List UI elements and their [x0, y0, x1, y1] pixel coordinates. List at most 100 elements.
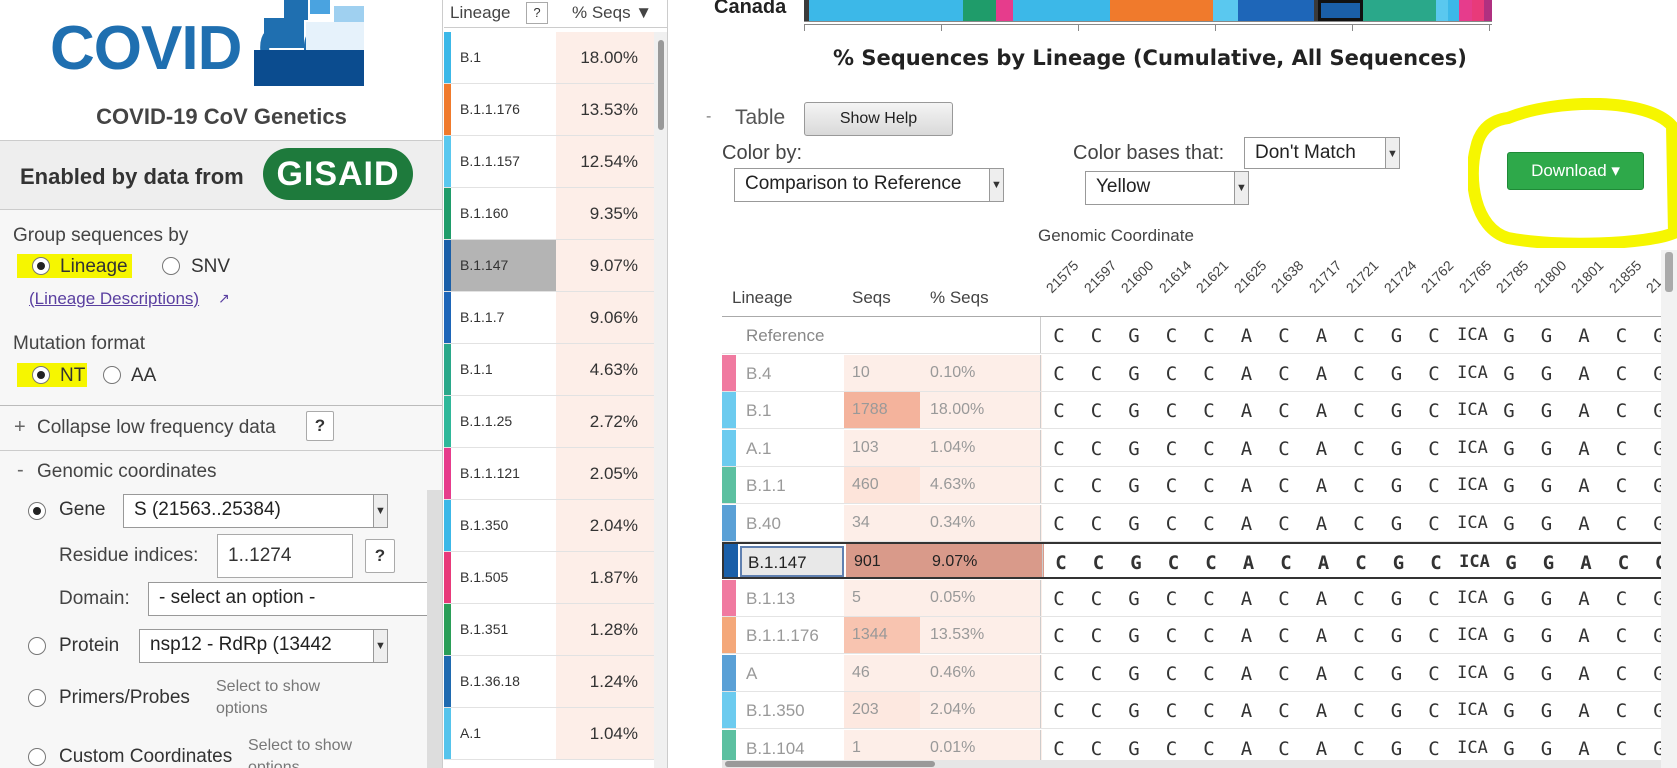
lineage-bar-segment[interactable] [804, 0, 809, 21]
table-horizontal-scrollbar[interactable] [722, 760, 1661, 768]
base-cell[interactable]: A [1578, 325, 1590, 347]
base-cell[interactable]: C [1203, 512, 1215, 535]
base-cell[interactable]: G [1503, 475, 1515, 497]
base-cell[interactable]: C [1090, 587, 1103, 610]
base-cell[interactable]: C [1053, 700, 1065, 722]
position-label[interactable]: 21801 [1567, 257, 1607, 296]
base-cell[interactable]: A [1578, 662, 1590, 685]
base-cell[interactable]: C [1165, 400, 1178, 422]
base-cell[interactable]: C [1428, 587, 1440, 610]
base-cell[interactable]: ICA [1457, 475, 1488, 495]
base-cell[interactable]: G [1128, 512, 1140, 535]
table-col-seqs[interactable]: Seqs [852, 288, 891, 307]
base-cell[interactable]: G [1390, 400, 1403, 422]
lineage-list-scroll-thumb[interactable] [658, 40, 664, 130]
gisaid-logo[interactable]: GISAID [263, 148, 413, 200]
base-cell[interactable]: C [1353, 475, 1365, 497]
table-vertical-scrollbar[interactable] [1661, 250, 1677, 768]
base-cell[interactable]: G [1540, 400, 1553, 422]
base-cell[interactable]: A [1315, 437, 1328, 460]
lineage-bar-segment[interactable] [1318, 0, 1363, 21]
base-cell[interactable]: C [1428, 625, 1440, 647]
base-cell[interactable]: A [1240, 362, 1253, 385]
base-cell[interactable]: A [1315, 325, 1328, 347]
base-cell[interactable]: G [1390, 437, 1403, 460]
lineage-column-header[interactable]: Lineage [450, 3, 511, 22]
base-cell[interactable]: C [1278, 512, 1290, 535]
base-cell[interactable]: G [1540, 737, 1553, 760]
table-row[interactable]: B.1.1 460 4.63% C C G C C A C A C G C ICA G G A C G [722, 467, 1677, 504]
base-cell[interactable]: C [1203, 325, 1215, 347]
base-cell[interactable]: G [1542, 552, 1555, 574]
base-cell[interactable]: C [1165, 437, 1178, 460]
base-cell[interactable]: G [1128, 662, 1140, 685]
base-cell[interactable]: G [1128, 437, 1140, 460]
base-cell[interactable]: G [1128, 737, 1140, 760]
base-cell[interactable]: A [1315, 737, 1328, 760]
position-label[interactable]: 21638 [1267, 257, 1307, 296]
base-cell[interactable]: G [1390, 512, 1403, 535]
base-color-select[interactable]: Yellow ▼ [1085, 171, 1249, 205]
base-cell[interactable]: G [1653, 400, 1665, 422]
lineage-bar-segment[interactable] [1013, 0, 1110, 21]
base-cell[interactable]: A [1315, 662, 1328, 685]
table-vertical-scroll-thumb[interactable] [1665, 252, 1673, 292]
base-cell[interactable]: G [1505, 552, 1517, 574]
primers-radio[interactable] [28, 689, 46, 707]
base-cell[interactable]: A [1240, 400, 1253, 422]
base-cell[interactable]: C [1278, 400, 1290, 422]
base-cell[interactable]: C [1615, 625, 1628, 647]
residue-indices-input[interactable]: 1..1274 [217, 534, 353, 578]
base-cell[interactable]: C [1165, 362, 1178, 385]
base-cell[interactable]: C [1203, 662, 1215, 685]
base-cell[interactable]: A [1240, 662, 1253, 685]
lineage-list-item[interactable]: B.1.1.121 2.05% [444, 448, 654, 500]
base-cell[interactable]: G [1392, 552, 1405, 574]
base-cell[interactable]: C [1280, 552, 1292, 574]
position-label[interactable]: 21717 [1305, 257, 1345, 296]
base-cell[interactable]: C [1428, 475, 1440, 497]
base-cell[interactable]: C [1278, 625, 1290, 647]
base-cell[interactable]: C [1053, 737, 1065, 760]
base-cell[interactable]: G [1653, 362, 1665, 385]
lineage-descriptions-link[interactable]: (Lineage Descriptions) [29, 289, 200, 308]
base-cell[interactable]: A [1240, 512, 1253, 535]
base-cell[interactable]: C [1165, 700, 1178, 722]
base-cell[interactable]: G [1540, 362, 1553, 385]
base-cell[interactable]: G [1503, 512, 1515, 535]
base-cell[interactable]: G [1503, 625, 1515, 647]
base-cell[interactable]: C [1165, 325, 1178, 347]
base-cell[interactable]: C [1053, 362, 1065, 385]
position-label[interactable]: 21785 [1492, 257, 1532, 296]
base-cell[interactable]: A [1315, 625, 1328, 647]
base-cell[interactable]: C [1428, 362, 1440, 385]
base-cell[interactable]: G [1503, 700, 1515, 722]
base-cell[interactable]: G [1503, 587, 1515, 610]
base-cell[interactable]: G [1651, 552, 1671, 574]
base-cell[interactable]: G [1128, 325, 1140, 347]
lineage-help-button[interactable]: ? [526, 2, 548, 24]
lineage-list-item[interactable]: B.1.147 9.07% [444, 240, 654, 292]
base-cell[interactable]: C [1353, 662, 1365, 685]
mutation-aa-radio[interactable] [103, 366, 121, 384]
table-toggle-icon[interactable]: - [706, 108, 712, 125]
base-cell[interactable]: C [1428, 737, 1440, 760]
base-cell[interactable]: A [1315, 475, 1328, 497]
base-cell[interactable]: A [1240, 325, 1253, 347]
base-cell[interactable]: C [1165, 512, 1178, 535]
table-horizontal-scroll-thumb[interactable] [725, 761, 935, 767]
lineage-bar-segment[interactable] [1238, 0, 1314, 21]
position-label[interactable]: 21724 [1380, 257, 1420, 296]
base-cell[interactable]: C [1053, 475, 1065, 497]
lineage-bar-segment[interactable] [962, 0, 996, 21]
base-cell[interactable]: C [1090, 400, 1103, 422]
lineage-list-item[interactable]: B.1.160 9.35% [444, 188, 654, 240]
lineage-list-item[interactable]: B.1.1.7 9.06% [444, 292, 654, 344]
lineage-list-item[interactable]: B.1.350 2.04% [444, 500, 654, 552]
base-cell[interactable]: C [1203, 400, 1215, 422]
base-cell[interactable]: G [1540, 475, 1553, 497]
base-cell[interactable]: C [1090, 662, 1103, 685]
table-row[interactable]: B.40 34 0.34% C C G C C A C A C G C ICA G G A C G [722, 504, 1677, 542]
lineage-list-item[interactable]: B.1.505 1.87% [444, 552, 654, 604]
base-cell[interactable]: G [1390, 587, 1403, 610]
